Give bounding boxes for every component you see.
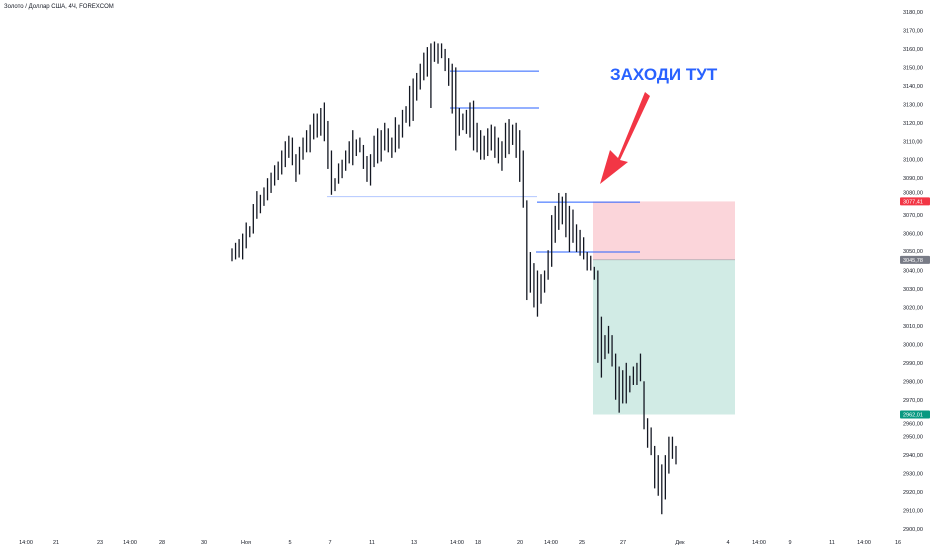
price-tick-label: 3080,00	[903, 190, 923, 196]
price-tick-label: 2900,00	[903, 527, 923, 533]
price-tick-label: 2990,00	[903, 361, 923, 367]
time-tick-label: 13	[411, 540, 417, 546]
price-tick-label: 2980,00	[903, 379, 923, 385]
price-tick-label: 2940,00	[903, 453, 923, 459]
price-tick-label: 2930,00	[903, 472, 923, 478]
time-tick-label: 16	[895, 540, 901, 546]
time-tick-label: 28	[159, 540, 165, 546]
price-tick-label: 2910,00	[903, 509, 923, 515]
time-tick-label: Ноя	[241, 540, 251, 546]
price-tick-label: 3090,00	[903, 176, 923, 182]
price-tick-label: 3060,00	[903, 232, 923, 238]
chart-title: Золото / Доллар США, 4Ч, FOREXCOM	[4, 4, 114, 10]
time-tick-label: 21	[53, 540, 59, 546]
time-tick-label: 18	[475, 540, 481, 546]
time-tick-label: 5	[288, 540, 291, 546]
time-tick-label: Дек	[675, 540, 685, 546]
time-tick-label: 11	[829, 540, 835, 546]
time-tick-label: 7	[328, 540, 331, 546]
time-tick-label: 14:00	[123, 540, 137, 546]
price-label-target-text: 2962,01	[903, 413, 923, 419]
price-label-entry	[900, 255, 930, 264]
price-tick-label: 3160,00	[903, 47, 923, 53]
price-tick-label: 3050,00	[903, 249, 923, 255]
time-tick-label: 14:00	[19, 540, 33, 546]
price-tick-label: 3070,00	[903, 213, 923, 219]
time-tick-label: 11	[369, 540, 375, 546]
price-tick-label: 3110,00	[903, 139, 922, 145]
price-tick-label: 3020,00	[903, 305, 923, 311]
price-tick-label: 3170,00	[903, 28, 923, 34]
price-label-entry-text: 3045,78	[903, 258, 923, 264]
price-tick-label: 3140,00	[903, 84, 923, 90]
time-tick-label: 14:00	[544, 540, 558, 546]
time-tick-label: 23	[97, 540, 103, 546]
time-tick-label: 14:00	[857, 540, 871, 546]
time-tick-label: 30	[201, 540, 207, 546]
time-tick-label: 20	[517, 540, 523, 546]
price-tick-label: 3100,00	[903, 158, 923, 164]
time-tick-label: 25	[579, 540, 585, 546]
price-tick-label: 2960,00	[903, 422, 923, 428]
time-tick-label: 4	[726, 540, 729, 546]
time-tick-label: 27	[620, 540, 626, 546]
price-tick-label: 3030,00	[903, 287, 923, 293]
price-tick-label: 3040,00	[903, 269, 923, 275]
price-tick-label: 2950,00	[903, 435, 923, 441]
price-label-stop	[900, 197, 930, 206]
annotation-text: ЗАХОДИ ТУТ	[610, 65, 718, 84]
price-tick-label: 3130,00	[903, 102, 923, 108]
price-tick-label: 3000,00	[903, 342, 923, 348]
take-profit-zone	[593, 259, 735, 415]
price-tick-label: 2920,00	[903, 490, 923, 496]
price-tick-label: 3180,00	[903, 10, 923, 16]
price-tick-label: 3120,00	[903, 121, 923, 127]
price-tick-label: 2970,00	[903, 398, 923, 404]
price-tick-label: 3010,00	[903, 324, 923, 330]
price-tick-label: 3150,00	[903, 65, 923, 71]
time-tick-label: 9	[788, 540, 791, 546]
arrow-icon	[600, 92, 650, 184]
stop-loss-zone	[593, 201, 735, 260]
time-tick-label: 14:00	[450, 540, 464, 546]
price-label-target	[900, 410, 930, 419]
time-tick-label: 14:00	[752, 540, 766, 546]
price-label-stop-text: 3077,41	[903, 199, 923, 205]
